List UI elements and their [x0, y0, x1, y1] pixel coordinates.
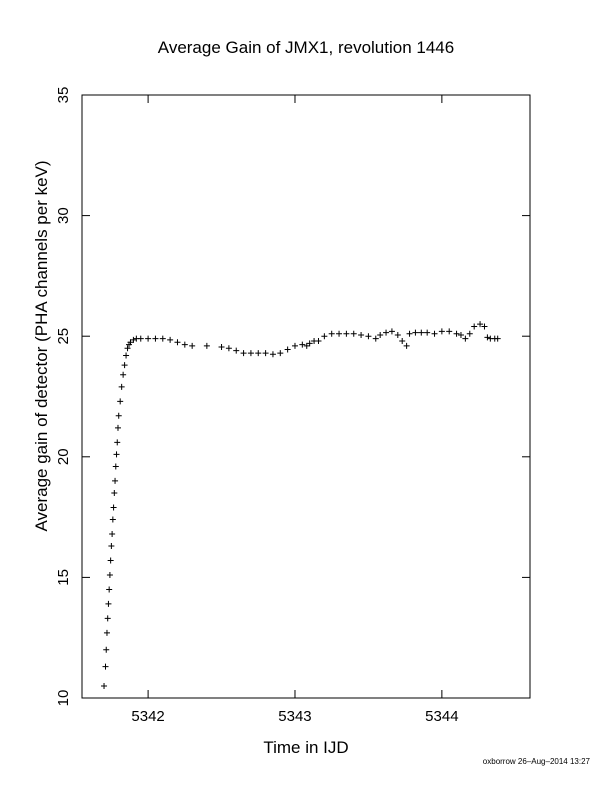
data-point	[110, 504, 117, 511]
data-point	[103, 646, 110, 653]
y-tick-label: 20	[55, 448, 72, 465]
data-point	[328, 330, 335, 337]
data-point	[494, 335, 501, 342]
data-point	[438, 328, 445, 335]
data-point	[203, 342, 210, 349]
axis-ticks	[82, 94, 530, 699]
data-point	[107, 557, 114, 564]
data-point	[477, 321, 484, 328]
data-point	[372, 335, 379, 342]
data-point	[101, 682, 108, 689]
data-point	[484, 334, 491, 341]
data-point	[471, 323, 478, 330]
x-tick-label: 5344	[425, 708, 458, 725]
data-point	[106, 586, 113, 593]
data-point	[343, 330, 350, 337]
data-point	[247, 350, 254, 357]
data-point	[365, 333, 372, 340]
data-point	[103, 629, 110, 636]
data-point	[118, 383, 125, 390]
data-points	[101, 321, 501, 689]
data-point	[277, 350, 284, 357]
x-tick-label: 5342	[131, 708, 164, 725]
data-point	[130, 336, 137, 343]
data-point	[462, 335, 469, 342]
data-point	[457, 331, 464, 338]
data-point	[336, 330, 343, 337]
data-point	[167, 336, 174, 343]
data-point	[114, 424, 121, 431]
data-point	[105, 600, 112, 607]
data-point	[111, 489, 118, 496]
data-point	[233, 347, 240, 354]
data-point	[218, 344, 225, 351]
data-point	[399, 338, 406, 345]
y-tick-label: 15	[55, 569, 72, 586]
data-point	[189, 342, 196, 349]
data-point	[159, 335, 166, 342]
footer-credit: oxborrow 26–Aug–2014 13:27	[482, 757, 590, 766]
data-point	[446, 328, 453, 335]
data-point	[403, 342, 410, 349]
data-point	[269, 351, 276, 358]
data-point	[109, 530, 116, 537]
data-point	[124, 345, 131, 352]
data-point	[109, 516, 116, 523]
data-point	[102, 663, 109, 670]
data-point	[431, 330, 438, 337]
data-point	[394, 331, 401, 338]
data-point	[453, 330, 460, 337]
data-point	[299, 341, 306, 348]
data-point	[181, 341, 188, 348]
chart-title: Average Gain of JMX1, revolution 1446	[158, 38, 454, 57]
data-point	[123, 352, 130, 359]
data-point	[117, 398, 124, 405]
data-point	[383, 329, 390, 336]
data-point	[240, 350, 247, 357]
data-point	[145, 335, 152, 342]
data-point	[121, 362, 128, 369]
data-point	[321, 333, 328, 340]
data-point	[481, 323, 488, 330]
data-point	[406, 330, 413, 337]
data-point	[412, 329, 419, 336]
data-point	[174, 339, 181, 346]
data-point	[152, 335, 159, 342]
data-point	[225, 345, 232, 352]
y-tick-label: 35	[55, 87, 72, 104]
data-point	[306, 340, 313, 347]
data-point	[358, 331, 365, 338]
y-tick-label: 25	[55, 328, 72, 345]
data-point	[466, 330, 473, 337]
data-point	[112, 477, 119, 484]
data-point	[113, 451, 120, 458]
data-point	[418, 329, 425, 336]
data-point	[108, 543, 115, 550]
data-point	[114, 439, 121, 446]
data-point	[112, 463, 119, 470]
data-point	[104, 615, 111, 622]
data-point	[315, 338, 322, 345]
data-point	[120, 371, 127, 378]
data-point	[115, 412, 122, 419]
data-point	[137, 335, 144, 342]
data-point	[424, 329, 431, 336]
x-axis-label: Time in IJD	[263, 738, 348, 757]
data-point	[350, 330, 357, 337]
y-tick-label: 30	[55, 207, 72, 224]
y-axis-label: Average gain of detector (PHA channels p…	[32, 160, 51, 531]
tick-labels: 5342 5343 5344 10 15 20 25 30 35	[55, 87, 459, 725]
data-point	[388, 328, 395, 335]
data-point	[262, 350, 269, 357]
y-tick-label: 10	[55, 690, 72, 707]
data-point	[377, 331, 384, 338]
data-point	[291, 342, 298, 349]
data-point	[106, 571, 113, 578]
x-tick-label: 5343	[278, 708, 311, 725]
data-point	[284, 346, 291, 353]
plot-frame	[81, 94, 531, 699]
data-point	[255, 350, 262, 357]
